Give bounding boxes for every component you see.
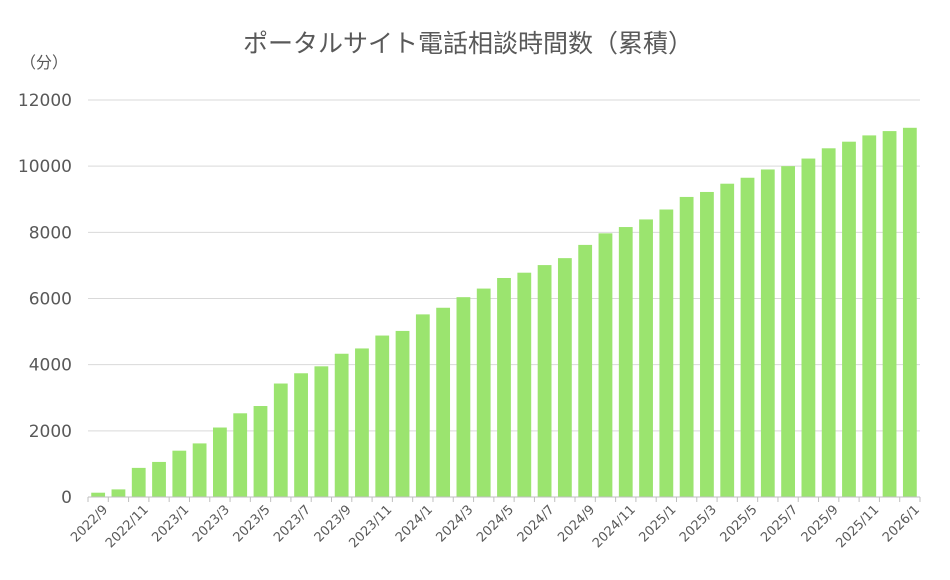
- bar-2023/8: [314, 366, 329, 497]
- y-tick-label: 8000: [29, 223, 72, 243]
- bar-2023/12: [395, 330, 410, 497]
- y-tick-label: 12000: [18, 91, 72, 111]
- bar-2023/6: [273, 383, 288, 497]
- bar-2023/4: [233, 413, 248, 497]
- bar-2025/8: [801, 158, 816, 497]
- bar-2025/7: [781, 166, 795, 497]
- y-tick-label: 10000: [18, 157, 72, 177]
- y-axis: 0 2000 4000 6000 8000 10000 12000: [18, 91, 72, 508]
- bar-2025/9: [821, 148, 836, 497]
- bar-2025/6: [760, 169, 775, 497]
- bar-2025/10: [842, 141, 856, 497]
- bar-2022/9: [91, 492, 106, 497]
- x-tick-label: 2023/11: [346, 502, 395, 551]
- x-tick-label: 2025/3: [677, 502, 720, 545]
- bar-2024/8: [557, 258, 572, 497]
- x-axis: 2022/92022/112023/12023/32023/52023/7202…: [68, 496, 923, 551]
- bar-2022/10: [111, 489, 126, 497]
- bar-2025/5: [740, 177, 755, 497]
- bar-2024/11: [618, 227, 633, 498]
- y-axis-unit: （分）: [20, 53, 68, 72]
- x-tick-label: 2025/1: [636, 502, 679, 545]
- y-tick-label: 0: [61, 488, 72, 508]
- x-tick-label: 2023/7: [271, 502, 314, 545]
- bar-2023/11: [375, 335, 390, 497]
- x-tick-label: 2025/5: [718, 502, 761, 545]
- bar-2023/5: [253, 406, 268, 497]
- x-tick-label: 2026/1: [880, 502, 923, 545]
- bar-2022/12: [152, 461, 166, 497]
- x-tick-label: 2024/7: [515, 502, 558, 545]
- bar-2024/4: [476, 288, 491, 497]
- bar-2024/10: [598, 233, 613, 497]
- bar-2024/9: [578, 244, 593, 497]
- x-tick-label: 2023/3: [190, 502, 233, 545]
- bar-2022/11: [131, 467, 146, 497]
- bar-2024/12: [639, 219, 653, 497]
- bar-2025/11: [862, 135, 877, 497]
- x-tick-label: 2024/5: [474, 502, 517, 545]
- bar-2024/3: [456, 297, 471, 497]
- y-tick-label: 6000: [29, 290, 72, 310]
- bar-2024/6: [517, 272, 532, 497]
- y-tick-label: 4000: [29, 356, 72, 376]
- bar-2025/12: [882, 131, 897, 497]
- bar-2023/1: [172, 450, 187, 497]
- x-tick-label: 2023/5: [231, 502, 274, 545]
- x-tick-label: 2024/1: [393, 502, 436, 545]
- x-tick-label: 2025/7: [758, 502, 801, 545]
- bar-2024/7: [537, 265, 552, 497]
- chart-title: ポータルサイト電話相談時間数（累積）: [243, 29, 693, 58]
- bar-2026/1: [902, 127, 917, 497]
- x-tick-label: 2023/1: [149, 502, 192, 545]
- bars: [91, 127, 917, 498]
- x-tick-label: 2024/11: [590, 502, 639, 551]
- y-tick-label: 2000: [29, 422, 72, 442]
- x-tick-label: 2024/3: [434, 502, 477, 545]
- bar-2023/10: [355, 348, 369, 497]
- bar-2025/4: [720, 183, 735, 497]
- x-tick-label: 2025/11: [834, 502, 883, 551]
- bar-2025/3: [700, 191, 714, 497]
- bar-2025/1: [659, 209, 674, 497]
- bar-2023/3: [213, 427, 227, 497]
- bar-2024/5: [497, 277, 511, 497]
- bar-2024/2: [436, 307, 451, 497]
- x-tick-label: 2022/11: [103, 502, 152, 551]
- bar-2023/7: [294, 373, 308, 497]
- bar-2023/2: [192, 443, 207, 497]
- bar-2025/2: [679, 196, 694, 497]
- bar-2023/9: [334, 353, 349, 497]
- bar-2024/1: [415, 314, 430, 497]
